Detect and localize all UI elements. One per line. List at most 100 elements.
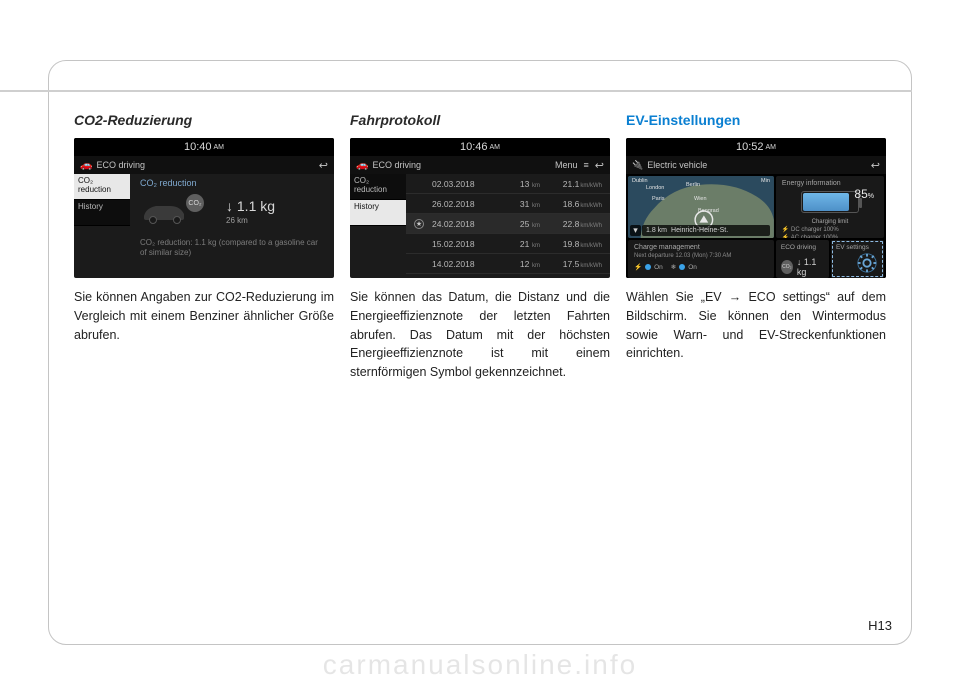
screenshot-history: 10:46 AM 🚗 ECO driving Menu ≡ ↩ CO₂ redu… xyxy=(350,138,610,278)
row-dist: 31 km xyxy=(500,199,540,209)
row-eff: 22.8km/kWh xyxy=(546,219,602,229)
dc-charger-line: ⚡ DC charger 100% xyxy=(782,227,878,235)
map-road-dist: 1.8 km xyxy=(646,227,667,234)
toggle-icon: ⚡ xyxy=(634,263,642,271)
charging-limit-title: Charging limit xyxy=(782,219,878,227)
ac-charger-line: ⚡ AC charger 100% xyxy=(782,235,878,238)
shot-topbar: 10:52 AM xyxy=(626,138,886,156)
charge-title: Charge management xyxy=(634,244,768,251)
shot-topbar: 10:46 AM xyxy=(350,138,610,156)
tab-history[interactable]: History xyxy=(350,200,406,226)
row-date: 26.02.2018 xyxy=(432,199,494,209)
city-london: London xyxy=(646,185,664,191)
history-row[interactable]: 26.02.2018 31 km 18.6km/kWh xyxy=(406,194,610,214)
history-row[interactable]: 15.02.201821 km19.8km/kWh xyxy=(406,234,610,254)
shot-subbar: 🚗 ECO driving ↩ xyxy=(74,156,334,174)
battery-icon xyxy=(801,191,859,213)
ampm-text: AM xyxy=(214,144,225,151)
evset-subtitle: EV settings xyxy=(836,244,879,251)
car-icon: 🚗 xyxy=(356,160,368,171)
tile-ev-settings[interactable]: EV settings xyxy=(831,240,884,278)
tab-history[interactable]: History xyxy=(74,200,130,226)
charge-toggle[interactable]: ⚡ On xyxy=(634,263,663,271)
history-row[interactable]: 14.02.2018 12 km 17.5km/kWh xyxy=(406,254,610,274)
history-title: Fahrprotokoll xyxy=(350,112,610,128)
star-icon: ★ xyxy=(414,219,424,229)
subbar-label: Electric vehicle xyxy=(647,160,707,170)
page-number: H13 xyxy=(868,618,892,633)
map-road-name: Heinrich-Heine-St. xyxy=(671,227,728,234)
charge-departure: Next departure 12.03 (Mon) 7:30 AM xyxy=(634,253,768,259)
panel-title: CO₂ reduction xyxy=(140,178,324,188)
city-beograd: Beograd xyxy=(698,208,719,214)
ev-icon: 🔌 xyxy=(632,160,643,171)
shot-subbar: 🚗 ECO driving Menu ≡ ↩ xyxy=(350,156,610,174)
evset-body-text: Wählen Sie „EV → ECO settings“ auf dem B… xyxy=(626,288,886,363)
row-eff: 17.5km/kWh xyxy=(546,259,602,269)
co2-badge-icon: CO₂ xyxy=(186,194,204,212)
city-paris: Paris xyxy=(652,196,665,202)
toggle-icon: ❄ xyxy=(671,263,676,271)
city-min: Min xyxy=(761,178,770,184)
tile-charge-management[interactable]: Charge management Next departure 12.03 (… xyxy=(628,240,774,278)
toggle-led-icon xyxy=(645,264,651,270)
eco-value: ↓ 1.1 kg xyxy=(797,257,824,277)
back-icon[interactable]: ↩ xyxy=(595,159,604,172)
battery-fill xyxy=(803,193,849,211)
row-date: 14.02.2018 xyxy=(432,259,494,269)
menu-icon[interactable]: ≡ xyxy=(584,160,589,170)
city-dublin: Dublin xyxy=(632,178,648,184)
battery-percent: 85% xyxy=(854,187,874,201)
energy-title: Energy information xyxy=(782,180,878,187)
tile-energy[interactable]: Energy information 85% Charging limit ⚡ … xyxy=(776,176,884,238)
screenshot-co2: 10:40 AM 🚗 ECO driving ↩ CO₂ reduction H… xyxy=(74,138,334,278)
column-history: Fahrprotokoll 10:46 AM 🚗 ECO driving Men… xyxy=(350,112,610,382)
row-date: 02.03.2018 xyxy=(432,179,494,189)
menu-label[interactable]: Menu xyxy=(555,160,578,170)
toggle-state: On xyxy=(688,264,697,271)
row-date: 24.02.2018 xyxy=(432,219,494,229)
ampm-text: AM xyxy=(766,144,777,151)
row-dist: 21 km xyxy=(500,239,540,249)
subbar-label: ECO driving xyxy=(372,160,421,170)
tile-bottom-right: ECO driving CO₂ ↓ 1.1 kg EV settings xyxy=(776,240,884,278)
back-icon[interactable]: ↩ xyxy=(871,159,880,172)
history-body-text: Sie können das Datum, die Distanz und di… xyxy=(350,288,610,382)
charge-toggle[interactable]: ❄ On xyxy=(671,263,697,271)
toggle-state: On xyxy=(654,264,663,271)
tab-co2-reduction[interactable]: CO₂ reduction xyxy=(74,174,130,200)
row-eff: 19.8km/kWh xyxy=(546,239,602,249)
co2-kg-value: ↓ 1.1 kg xyxy=(226,198,275,214)
map-road-bar: 1.8 km Heinrich-Heine-St. xyxy=(642,225,770,236)
row-dist: 25 km xyxy=(500,219,540,229)
row-dist: 13 km xyxy=(500,179,540,189)
tab-co2-reduction[interactable]: CO₂ reduction xyxy=(350,174,406,200)
city-berlin: Berlin xyxy=(686,182,700,188)
row-eff: 21.1km/kWh xyxy=(546,179,602,189)
history-list: 02.03.2018 13 km 21.1km/kWh 26.02.2018 31 km… xyxy=(406,174,610,278)
city-wien: Wien xyxy=(694,196,707,202)
eco-subtitle: ECO driving xyxy=(781,244,824,251)
tile-map[interactable]: Dublin London Paris Berlin Wien Beograd … xyxy=(628,176,774,238)
co2-title: CO2-Reduzierung xyxy=(74,112,334,128)
map-zoom-icon[interactable]: ▾ xyxy=(630,225,641,236)
back-icon[interactable]: ↩ xyxy=(319,159,328,172)
row-dist: 12 km xyxy=(500,259,540,269)
clock-text: 10:46 xyxy=(460,141,488,153)
shot-topbar: 10:40 AM xyxy=(74,138,334,156)
shot-subbar: 🔌 Electric vehicle ↩ xyxy=(626,156,886,174)
co2-badge-icon: CO₂ xyxy=(781,260,793,274)
history-row[interactable]: ★ 24.02.2018 25 km 22.8km/kWh xyxy=(406,214,610,234)
tile-eco-driving[interactable]: ECO driving CO₂ ↓ 1.1 kg xyxy=(776,240,829,278)
co2-body-text: Sie können Angaben zur CO2-Reduzierung i… xyxy=(74,288,334,344)
car-silhouette-icon xyxy=(140,196,188,226)
header-strip xyxy=(0,90,912,92)
co2-note-text: CO₂ reduction: 1.1 kg (compared to a gas… xyxy=(140,238,320,259)
car-icon: 🚗 xyxy=(80,160,92,171)
ampm-text: AM xyxy=(490,144,501,151)
clock-text: 10:52 xyxy=(736,141,764,153)
history-row[interactable]: 02.03.2018 13 km 21.1km/kWh xyxy=(406,174,610,194)
clock-text: 10:40 xyxy=(184,141,212,153)
row-eff: 18.6km/kWh xyxy=(546,199,602,209)
subbar-label: ECO driving xyxy=(96,160,145,170)
